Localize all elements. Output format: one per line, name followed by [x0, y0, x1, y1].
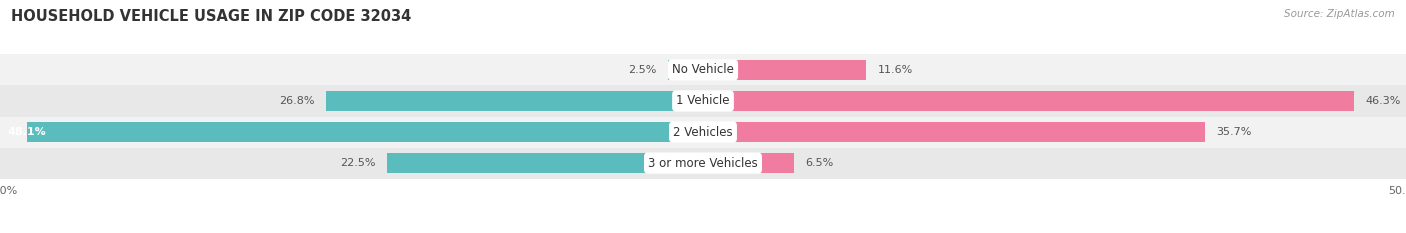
Bar [703, 60, 866, 79]
Text: 2.5%: 2.5% [628, 65, 657, 75]
Bar [0, 147, 1406, 179]
Text: 11.6%: 11.6% [877, 65, 912, 75]
Bar [326, 91, 703, 111]
Bar [703, 91, 1354, 111]
Bar [703, 154, 794, 173]
Bar [668, 60, 703, 79]
Text: 2 Vehicles: 2 Vehicles [673, 126, 733, 139]
Text: 35.7%: 35.7% [1216, 127, 1251, 137]
Bar [0, 86, 1406, 116]
Bar [703, 122, 1205, 142]
Text: Source: ZipAtlas.com: Source: ZipAtlas.com [1284, 9, 1395, 19]
Bar [0, 54, 1406, 86]
Bar [0, 116, 1406, 147]
Text: 6.5%: 6.5% [806, 158, 834, 168]
Bar [27, 122, 703, 142]
Text: HOUSEHOLD VEHICLE USAGE IN ZIP CODE 32034: HOUSEHOLD VEHICLE USAGE IN ZIP CODE 3203… [11, 9, 412, 24]
Text: 26.8%: 26.8% [280, 96, 315, 106]
Text: 48.1%: 48.1% [7, 127, 46, 137]
Bar [387, 154, 703, 173]
Text: 3 or more Vehicles: 3 or more Vehicles [648, 157, 758, 170]
Text: 1 Vehicle: 1 Vehicle [676, 94, 730, 107]
Text: No Vehicle: No Vehicle [672, 63, 734, 76]
Text: 22.5%: 22.5% [340, 158, 375, 168]
Text: 46.3%: 46.3% [1365, 96, 1400, 106]
